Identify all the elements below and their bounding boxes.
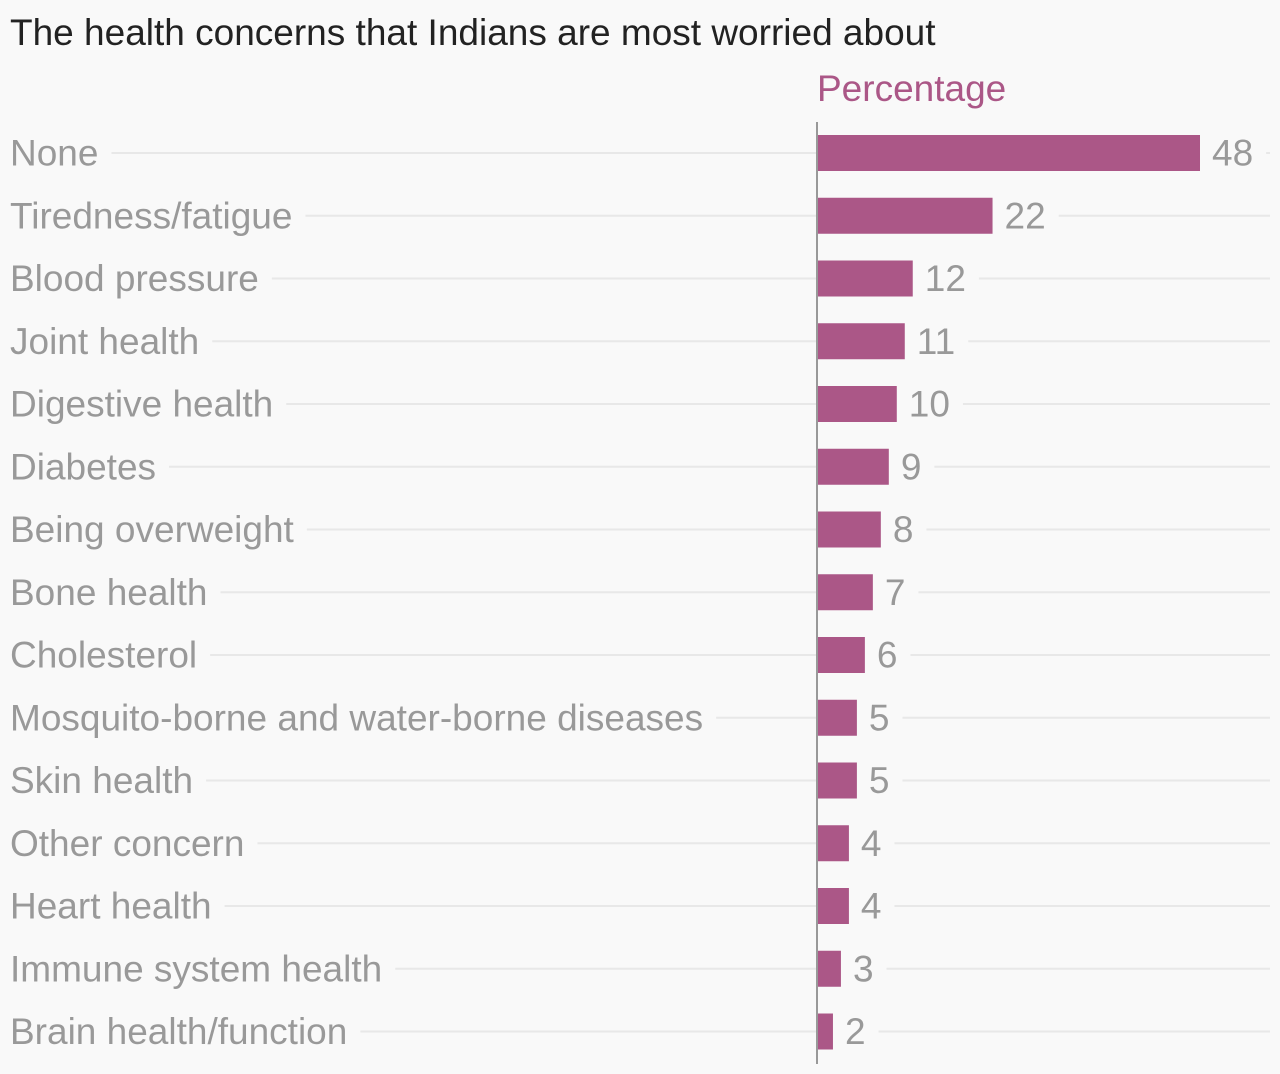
category-label: Tiredness/fatigue <box>10 195 292 236</box>
value-label: 12 <box>925 258 966 299</box>
category-labels: None Tiredness/fatigue Blood pressure Joint… <box>10 133 703 1053</box>
bar <box>817 197 993 234</box>
bar <box>817 825 849 862</box>
category-label: Other concern <box>10 823 244 864</box>
category-label: Being overweight <box>10 509 295 550</box>
category-label: Heart health <box>10 886 212 927</box>
gridlines <box>111 152 1270 1033</box>
bar <box>817 888 849 924</box>
bar <box>817 386 897 422</box>
value-label: 4 <box>861 886 882 927</box>
category-label: Skin health <box>10 760 193 801</box>
bar <box>817 135 1200 171</box>
bars <box>817 135 1200 1050</box>
value-label: 48 <box>1212 133 1253 174</box>
bar <box>817 448 889 485</box>
category-label: Cholesterol <box>10 635 197 676</box>
series-label: Percentage <box>817 68 1007 109</box>
value-label: 5 <box>869 697 890 738</box>
bar <box>817 323 905 360</box>
category-label: Immune system health <box>10 948 382 989</box>
value-label: 6 <box>877 635 898 676</box>
value-label: 22 <box>1005 195 1046 236</box>
bar <box>817 699 857 736</box>
value-label: 5 <box>869 760 890 801</box>
category-label: None <box>10 133 98 174</box>
value-label: 11 <box>917 321 955 362</box>
bar <box>817 762 857 799</box>
value-label: 8 <box>893 509 914 550</box>
category-label: Joint health <box>10 321 199 362</box>
value-label: 9 <box>901 446 922 487</box>
value-label: 7 <box>885 572 906 613</box>
chart-title: The health concerns that Indians are mos… <box>10 12 936 53</box>
value-labels: 48 22 12 11 10 9 8 7 6 5 5 4 4 3 2 <box>845 133 1253 1053</box>
category-label: Mosquito-borne and water-borne diseases <box>10 697 703 738</box>
bar <box>817 511 881 548</box>
category-label: Bone health <box>10 572 208 613</box>
bar <box>817 950 841 987</box>
category-label: Diabetes <box>10 446 156 487</box>
value-label: 10 <box>909 384 950 425</box>
bar <box>817 260 913 297</box>
value-label: 3 <box>853 948 874 989</box>
value-label: 2 <box>845 1011 866 1052</box>
value-label: 4 <box>861 823 882 864</box>
category-label: Brain health/function <box>10 1011 347 1052</box>
bar <box>817 574 873 611</box>
category-label: Digestive health <box>10 384 273 425</box>
bar <box>817 637 865 673</box>
bar <box>817 1013 833 1050</box>
category-label: Blood pressure <box>10 258 259 299</box>
